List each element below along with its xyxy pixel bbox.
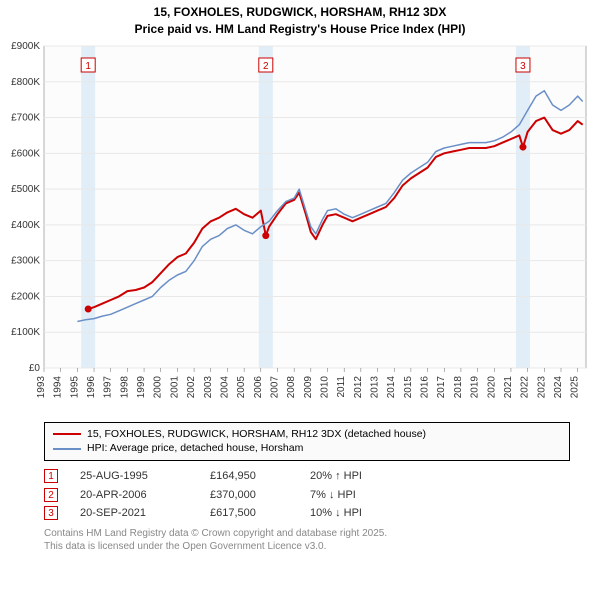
sale-marker-1: 1 — [44, 469, 58, 483]
table-row: 3 20-SEP-2021 £617,500 10% ↓ HPI — [44, 504, 570, 523]
svg-text:2000: 2000 — [153, 375, 164, 398]
svg-text:2023: 2023 — [536, 375, 547, 398]
svg-text:2018: 2018 — [453, 375, 464, 398]
sale-price: £164,950 — [210, 467, 310, 486]
svg-text:2008: 2008 — [286, 375, 297, 398]
svg-text:£500K: £500K — [11, 184, 40, 195]
svg-text:£900K: £900K — [11, 41, 40, 52]
svg-text:1999: 1999 — [136, 375, 147, 398]
svg-text:2009: 2009 — [303, 375, 314, 398]
table-row: 1 25-AUG-1995 £164,950 20% ↑ HPI — [44, 467, 570, 486]
table-row: 2 20-APR-2006 £370,000 7% ↓ HPI — [44, 486, 570, 505]
svg-text:2003: 2003 — [203, 375, 214, 398]
sale-date: 20-SEP-2021 — [80, 504, 210, 523]
footer-line1: Contains HM Land Registry data © Crown c… — [44, 527, 570, 540]
attribution-footer: Contains HM Land Registry data © Crown c… — [44, 527, 570, 553]
sale-marker-2: 2 — [44, 488, 58, 502]
svg-text:£0: £0 — [29, 363, 41, 374]
svg-text:£200K: £200K — [11, 291, 40, 302]
page-title-line2: Price paid vs. HM Land Registry's House … — [0, 21, 600, 38]
svg-text:2: 2 — [263, 61, 269, 72]
svg-text:£300K: £300K — [11, 255, 40, 266]
footer-line2: This data is licensed under the Open Gov… — [44, 540, 570, 553]
sale-date: 20-APR-2006 — [80, 486, 210, 505]
svg-text:2006: 2006 — [253, 375, 264, 398]
svg-text:£700K: £700K — [11, 112, 40, 123]
svg-text:2020: 2020 — [486, 375, 497, 398]
sale-price: £370,000 — [210, 486, 310, 505]
page-title-line1: 15, FOXHOLES, RUDGWICK, HORSHAM, RH12 3D… — [0, 4, 600, 21]
svg-text:1994: 1994 — [53, 375, 64, 398]
svg-text:£800K: £800K — [11, 76, 40, 87]
sale-ratio: 10% ↓ HPI — [310, 504, 430, 523]
legend-label-price-paid: 15, FOXHOLES, RUDGWICK, HORSHAM, RH12 3D… — [87, 427, 426, 442]
svg-text:2021: 2021 — [503, 375, 514, 398]
svg-text:2025: 2025 — [570, 375, 581, 398]
svg-text:2007: 2007 — [269, 375, 280, 398]
sales-table: 1 25-AUG-1995 £164,950 20% ↑ HPI 2 20-AP… — [44, 467, 570, 523]
legend-swatch-hpi — [53, 448, 81, 450]
sale-marker-3: 3 — [44, 506, 58, 520]
svg-text:1998: 1998 — [119, 375, 130, 398]
svg-text:2016: 2016 — [420, 375, 431, 398]
svg-text:2010: 2010 — [320, 375, 331, 398]
svg-text:1993: 1993 — [36, 375, 47, 398]
sale-ratio: 7% ↓ HPI — [310, 486, 430, 505]
svg-text:2005: 2005 — [236, 375, 247, 398]
sale-price: £617,500 — [210, 504, 310, 523]
svg-text:2014: 2014 — [386, 375, 397, 398]
legend-label-hpi: HPI: Average price, detached house, Hors… — [87, 441, 303, 456]
svg-text:2011: 2011 — [336, 375, 347, 397]
svg-text:2002: 2002 — [186, 375, 197, 398]
svg-text:2013: 2013 — [370, 375, 381, 398]
svg-text:2024: 2024 — [553, 375, 564, 398]
svg-text:1: 1 — [85, 61, 91, 72]
svg-text:2022: 2022 — [520, 375, 531, 398]
sale-date: 25-AUG-1995 — [80, 467, 210, 486]
svg-text:2001: 2001 — [169, 375, 180, 398]
price-chart: £0 £100K £200K £300K £400K £500K £600K £700K £80… — [0, 38, 600, 418]
legend-swatch-price-paid — [53, 433, 81, 435]
svg-text:1996: 1996 — [86, 375, 97, 398]
svg-text:2019: 2019 — [470, 375, 481, 398]
svg-text:£400K: £400K — [11, 219, 40, 230]
svg-text:2015: 2015 — [403, 375, 414, 398]
chart-legend: 15, FOXHOLES, RUDGWICK, HORSHAM, RH12 3D… — [44, 422, 570, 461]
svg-text:1997: 1997 — [103, 375, 114, 398]
svg-text:2017: 2017 — [436, 375, 447, 398]
sale-ratio: 20% ↑ HPI — [310, 467, 430, 486]
svg-text:2012: 2012 — [353, 375, 364, 398]
svg-text:2004: 2004 — [219, 375, 230, 398]
svg-text:1995: 1995 — [69, 375, 80, 398]
svg-text:£600K: £600K — [11, 148, 40, 159]
svg-text:£100K: £100K — [11, 327, 40, 338]
svg-text:3: 3 — [520, 61, 526, 72]
